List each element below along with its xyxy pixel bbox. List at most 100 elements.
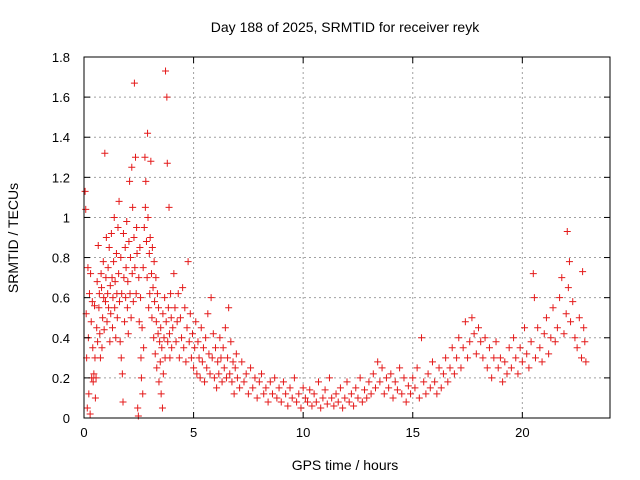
data-point (450, 370, 458, 378)
data-point (229, 358, 237, 366)
data-point (236, 384, 244, 392)
data-point (120, 274, 128, 282)
data-point (347, 390, 355, 398)
data-point (191, 344, 199, 352)
data-point (536, 344, 544, 352)
data-point (117, 254, 125, 262)
data-point (485, 344, 493, 352)
data-point (428, 358, 436, 366)
data-point (158, 344, 166, 352)
data-point (179, 284, 187, 292)
data-point (141, 153, 149, 161)
data-point (376, 378, 384, 386)
data-point (290, 374, 298, 382)
data-point (112, 334, 120, 342)
data-point (371, 384, 379, 392)
data-point (197, 324, 205, 332)
data-point (111, 304, 119, 312)
data-point (437, 384, 445, 392)
data-point (514, 370, 522, 378)
data-point (155, 304, 163, 312)
y-tick-label: 0.6 (52, 291, 70, 306)
data-point (479, 354, 487, 362)
data-point (286, 384, 294, 392)
data-point (176, 314, 184, 322)
data-point (224, 354, 232, 362)
data-point (481, 334, 489, 342)
data-point (542, 314, 550, 322)
data-point (195, 354, 203, 362)
data-point (499, 378, 507, 386)
data-point (488, 374, 496, 382)
data-point (104, 264, 112, 272)
data-point (170, 270, 178, 278)
data-point (472, 350, 480, 358)
data-point (492, 338, 500, 346)
data-point (226, 370, 234, 378)
data-point (219, 344, 227, 352)
data-point (101, 149, 109, 157)
data-point (207, 294, 215, 302)
data-point (409, 374, 417, 382)
data-point (109, 294, 117, 302)
data-point (240, 378, 248, 386)
data-point (156, 338, 164, 346)
data-point (378, 364, 386, 372)
y-tick-label: 0.8 (52, 251, 70, 266)
data-point (325, 374, 333, 382)
data-point (84, 264, 92, 272)
data-point (563, 227, 571, 235)
data-point (169, 324, 177, 332)
data-point (446, 364, 454, 372)
data-point (210, 374, 218, 382)
data-point (466, 338, 474, 346)
data-point (181, 304, 189, 312)
data-point (356, 374, 364, 382)
data-point (196, 374, 204, 382)
data-point (367, 390, 375, 398)
data-point (102, 234, 110, 241)
data-point (247, 364, 255, 372)
x-axis-label: GPS time / hours (292, 457, 399, 473)
data-point (374, 358, 382, 366)
data-point (91, 394, 99, 402)
data-point (304, 398, 312, 406)
chart-title: Day 188 of 2025, SRMTID for receiver rey… (211, 19, 480, 35)
data-point (118, 290, 126, 298)
data-point (185, 338, 193, 346)
data-point (96, 330, 104, 338)
data-point (231, 364, 239, 372)
data-point (308, 402, 316, 410)
data-point (529, 270, 537, 278)
data-point (123, 217, 131, 225)
data-point (334, 398, 342, 406)
data-point (260, 390, 268, 398)
data-point (435, 364, 443, 372)
data-point (101, 298, 109, 306)
data-point (461, 318, 469, 326)
data-point (330, 402, 338, 410)
data-point (530, 294, 538, 302)
data-point (187, 354, 195, 362)
data-point (258, 370, 266, 378)
data-point (238, 358, 246, 366)
data-point (148, 244, 156, 252)
data-point (87, 318, 95, 326)
data-point (106, 338, 114, 346)
data-point (194, 338, 202, 346)
data-point (184, 258, 192, 266)
data-point (85, 390, 93, 398)
data-point (361, 386, 369, 394)
data-point (151, 298, 159, 306)
data-point (188, 330, 196, 338)
data-point (150, 334, 158, 342)
data-point (137, 294, 145, 302)
data-point (198, 358, 206, 366)
data-point (203, 364, 211, 372)
data-point (227, 338, 235, 346)
data-point (183, 324, 191, 332)
data-point (531, 354, 539, 362)
data-point (165, 330, 173, 338)
data-point (363, 394, 371, 402)
data-point (175, 354, 183, 362)
